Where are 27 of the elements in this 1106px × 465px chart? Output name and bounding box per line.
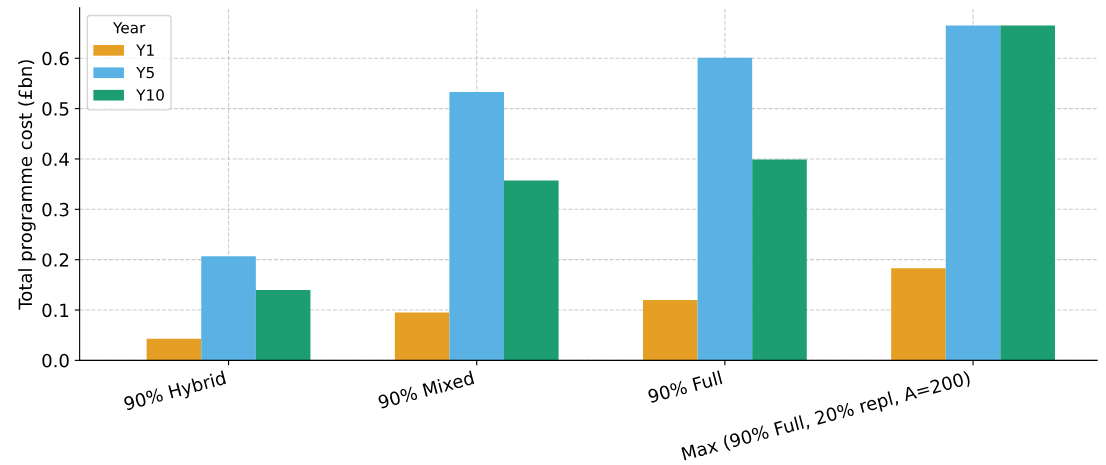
legend-title: Year [112, 22, 146, 34]
y-tick-label: 0.3 [42, 202, 69, 217]
bar [449, 91, 505, 361]
x-tick-label: 90% Full [647, 370, 723, 404]
y-tick-label: 0.5 [42, 102, 69, 116]
bar [504, 180, 559, 361]
legend-label: Y10 [136, 89, 164, 101]
legend-label: Y1 [136, 44, 154, 56]
bar [255, 289, 311, 361]
bar [891, 268, 946, 361]
legend-label: Y5 [136, 66, 154, 79]
x-tick-label: 90% Hybrid [123, 370, 227, 414]
bar [752, 159, 807, 361]
y-tick-label: 0.2 [42, 253, 69, 267]
bar [697, 57, 753, 361]
bar [394, 312, 450, 361]
bar [945, 25, 1001, 361]
x-tick-label: 90% Mixed [377, 370, 475, 409]
y-axis-title: Total programme cost (£bn) [18, 60, 36, 310]
y-tick-label: 0.6 [42, 51, 69, 66]
y-tick-label: 0.4 [42, 152, 69, 167]
bar [1000, 25, 1055, 361]
y-tick-label: 0.1 [42, 303, 69, 318]
y-tick-label: 0.0 [42, 353, 69, 368]
bar [642, 299, 698, 361]
bar [146, 338, 202, 361]
bar [201, 256, 256, 361]
